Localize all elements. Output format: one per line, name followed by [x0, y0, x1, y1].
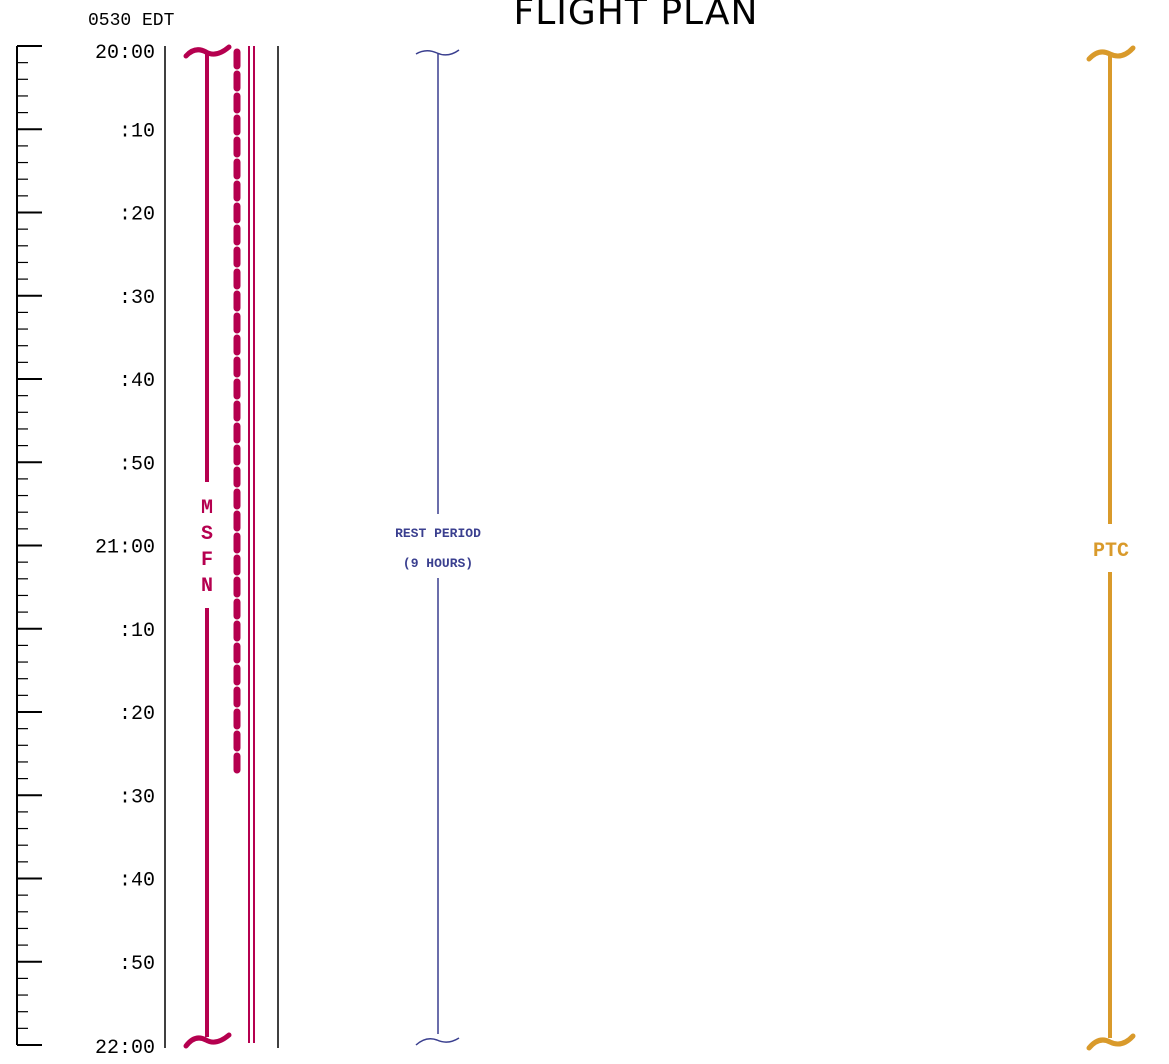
- rest-period-label: REST PERIOD: [395, 526, 481, 541]
- time-tick-label: :30: [119, 287, 155, 310]
- page-title: FLIGHT PLAN: [514, 0, 759, 33]
- msfn-bottom-brace: [183, 1032, 232, 1049]
- time-tick-label: 22:00: [95, 1037, 155, 1059]
- time-tick-label: 21:00: [95, 537, 155, 560]
- ptc-bracket: PTC: [1086, 45, 1136, 1051]
- time-tick-label: :30: [119, 786, 155, 809]
- msfn-letter: F: [201, 549, 213, 572]
- time-tick-label: :20: [119, 204, 155, 227]
- rest-period-duration: (9 HOURS): [403, 556, 473, 571]
- time-tick-label: :10: [119, 620, 155, 643]
- time-tick-label: :10: [119, 120, 155, 143]
- ptc-bottom-brace: [1086, 1033, 1136, 1051]
- time-tick-label: :50: [119, 453, 155, 476]
- msfn-top-brace: [183, 44, 232, 59]
- ptc-label: PTC: [1093, 540, 1129, 563]
- rest-period-bracket: REST PERIOD (9 HOURS): [395, 49, 481, 1046]
- time-tick-label: :20: [119, 703, 155, 726]
- time-tick-label: 20:00: [95, 42, 155, 65]
- rest-top-brace: [415, 49, 460, 56]
- rest-bottom-brace: [415, 1037, 460, 1046]
- time-tick-label: :40: [119, 870, 155, 893]
- ground-elapsed-time: 0530 EDT: [88, 11, 175, 31]
- time-tick-label: :50: [119, 953, 155, 976]
- msfn-letter: N: [201, 575, 213, 598]
- time-ruler: [16, 45, 42, 1046]
- time-tick-label: :40: [119, 370, 155, 393]
- msfn-letter: S: [201, 523, 213, 546]
- msfn-letter: M: [201, 497, 213, 520]
- time-labels: 20:00 :10 :20 :30 :40 :50 21:00 :10 :20 :30 :40 :50…: [95, 42, 155, 1060]
